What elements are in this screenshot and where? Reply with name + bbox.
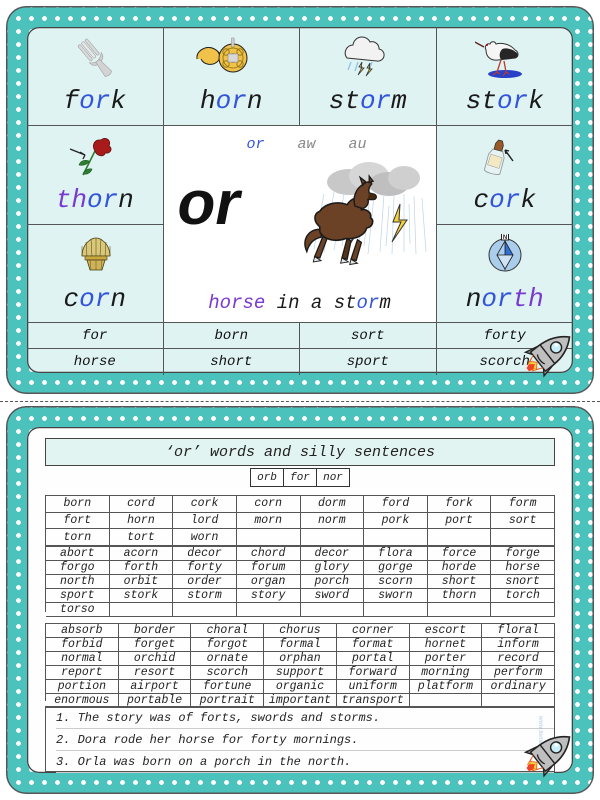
svg-text:N: N: [503, 235, 507, 241]
